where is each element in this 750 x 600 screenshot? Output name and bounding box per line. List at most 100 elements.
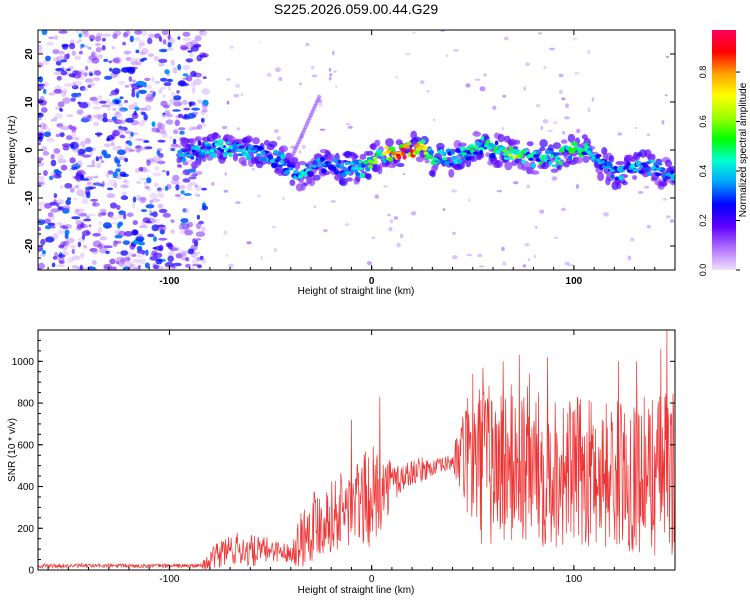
spectrogram-ridge-cell <box>479 149 484 155</box>
spectrogram-noise-cell <box>59 107 63 111</box>
spectrogram-ridge-cell <box>513 139 521 145</box>
spectrogram-noise-cell <box>88 83 96 86</box>
spectrogram-noise-cell <box>120 258 126 264</box>
spectrogram-ridge-cell <box>377 165 383 175</box>
spectrogram-noise-cell <box>47 222 56 226</box>
spectrogram-noise-cell <box>100 212 107 216</box>
spectrogram-noise-cell <box>173 246 181 251</box>
spectrogram-ridge-cell <box>642 163 648 169</box>
spectrogram-noise-cell <box>92 99 97 105</box>
spectrogram-ridge-cell <box>552 152 560 156</box>
spectrogram-noise-cell <box>97 226 103 234</box>
spectrogram-noise-cell <box>98 54 103 59</box>
snr-y-tick-label: 600 <box>17 440 34 451</box>
spectrogram-noise-cell <box>170 219 175 224</box>
spectrogram-noise-cell <box>158 244 164 252</box>
spectrogram-noise-cell <box>164 261 174 268</box>
spectrogram-noise-cell <box>109 67 113 72</box>
spectrogram-noise-cell <box>177 164 182 168</box>
spectrogram-noise-cell <box>119 96 124 100</box>
spectrogram-noise-cell <box>120 126 128 131</box>
spectrogram-noise-cell <box>164 69 170 75</box>
spectrogram-noise-cell <box>166 170 170 176</box>
spectrogram-ridge-cell <box>182 161 189 166</box>
spectrogram-ridge-cell <box>284 169 291 175</box>
spectrogram-noise-cell <box>110 266 117 270</box>
spectrogram-noise-cell <box>669 219 675 223</box>
spectrogram-noise-cell <box>107 104 111 111</box>
spectrogram-noise-cell <box>67 257 75 263</box>
spectrogram-noise-cell <box>576 128 581 134</box>
spectrogram-noise-cell <box>49 175 54 181</box>
spectrogram-noise-cell <box>167 85 172 92</box>
colorbar-tick-label: 0.8 <box>698 66 708 79</box>
spectrogram-ridge-cell <box>521 159 526 164</box>
spectrogram-ridge-cell <box>502 152 508 157</box>
spectrogram-noise-cell <box>183 226 190 232</box>
spectrogram-ridge-peak <box>609 168 615 173</box>
spectrogram-noise-cell <box>54 106 61 110</box>
spectrogram-noise-cell <box>157 203 164 209</box>
spectrogram-noise-cell <box>119 134 126 139</box>
spectrogram-ridge-peak <box>442 157 448 161</box>
spectrogram-ridge-cell <box>662 180 668 187</box>
spectrogram-noise-cell <box>76 189 85 197</box>
spectrogram-noise-cell <box>151 93 155 98</box>
spectrogram-y-tick-label: 0 <box>24 147 35 153</box>
spectrogram-noise-cell <box>55 60 62 66</box>
spectrogram-noise-cell <box>503 36 509 41</box>
spectrogram-ridge-peak <box>177 150 183 154</box>
spectrogram-noise-cell <box>483 73 487 77</box>
spectrogram-noise-cell <box>117 119 126 124</box>
spectrogram-noise-cell <box>61 43 69 48</box>
spectrogram-noise-cell <box>151 121 156 127</box>
spectrogram-noise-cell <box>526 184 531 189</box>
spectrogram-ridge-cell <box>495 149 501 155</box>
spectrogram-noise-cell <box>83 72 88 77</box>
spectrogram-noise-cell <box>185 75 193 82</box>
spectrogram-noise-cell <box>124 130 132 134</box>
spectrogram-noise-cell <box>200 53 209 58</box>
spectrogram-noise-cell <box>42 151 50 156</box>
spectrogram-noise-cell <box>66 68 71 71</box>
spectrogram-noise-cell <box>58 50 65 55</box>
spectrogram-noise-cell <box>53 116 58 122</box>
spectrogram-noise-cell <box>173 95 182 101</box>
spectrogram-noise-cell <box>329 73 333 77</box>
spectrogram-noise-cell <box>538 32 543 35</box>
spectrogram-noise-cell <box>134 106 140 111</box>
spectrogram-noise-cell <box>125 117 134 123</box>
spectrogram-noise-cell <box>143 140 150 143</box>
spectrogram-ridge-cell <box>289 179 296 186</box>
spectrogram-noise-cell <box>179 130 185 135</box>
spectrogram-ridge-peak <box>237 148 243 152</box>
spectrogram-ridge-peak <box>665 172 671 176</box>
spectrogram-noise-cell <box>158 237 168 241</box>
spectrogram-noise-cell <box>190 267 195 270</box>
spectrogram-noise-cell <box>164 110 171 115</box>
spectrogram-noise-cell <box>58 260 65 264</box>
spectrogram-noise-cell <box>135 49 140 54</box>
spectrogram-noise-cell <box>135 236 145 242</box>
spectrogram-noise-cell <box>64 233 69 239</box>
spectrogram-noise-cell <box>332 50 335 56</box>
spectrogram-ridge-cell <box>662 178 668 182</box>
spectrogram-noise-cell <box>117 149 126 156</box>
spectrogram-noise-cell <box>53 169 60 174</box>
spectrogram-noise-cell <box>549 47 555 51</box>
spectrogram-noise-cell <box>50 171 57 179</box>
spectrogram-noise-cell <box>161 113 167 119</box>
spectrogram-noise-cell <box>178 146 183 149</box>
spectrogram-noise-cell <box>52 57 60 62</box>
spectrogram-noise-cell <box>181 207 190 214</box>
spectrogram-noise-cell <box>187 112 196 119</box>
spectrogram-noise-cell <box>170 92 176 97</box>
spectrogram-noise-cell <box>197 99 203 104</box>
spectrogram-noise-cell <box>48 214 56 221</box>
spectrogram-noise-cell <box>156 149 161 156</box>
spectrogram-noise-cell <box>132 196 137 203</box>
spectrogram-ridge-peak <box>539 156 545 160</box>
spectrogram-noise-cell <box>138 107 148 111</box>
spectrogram-noise-cell <box>179 184 186 190</box>
spectrogram-noise-cell <box>445 54 449 57</box>
